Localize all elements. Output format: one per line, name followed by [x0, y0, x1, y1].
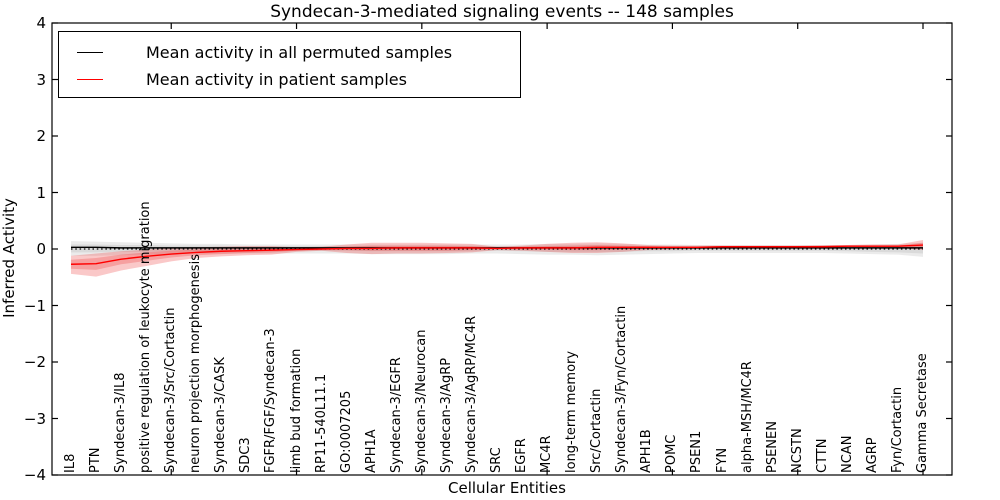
x-category-label: PTN [88, 447, 104, 473]
x-category-label: Fyn/Cortactin [889, 386, 905, 473]
x-category-label: RP11-540L11.1 [313, 373, 329, 473]
y-tick-label: −2 [23, 353, 46, 371]
x-category-label: APH1A [363, 429, 379, 473]
x-category-label: long-term memory [564, 350, 580, 473]
x-category-label: limb bud formation [288, 348, 304, 473]
x-category-label: Src/Cortactin [589, 388, 605, 473]
x-category-label: Syndecan-3/Neurocan [413, 329, 429, 473]
legend-item-patient: Mean activity in patient samples [59, 66, 520, 93]
x-category-label: Syndecan-3/AgRP/MC4R [463, 315, 479, 473]
x-category-label: POMC [664, 434, 680, 473]
y-tick-label: 2 [36, 127, 46, 145]
legend-item-permuted: Mean activity in all permuted samples [59, 39, 520, 66]
x-category-label: AGRP [864, 437, 880, 473]
y-tick-label: −4 [23, 466, 46, 484]
x-category-label: Syndecan-3/AgRP [438, 357, 454, 473]
x-category-label: Syndecan-3/CASK [213, 357, 229, 473]
x-axis-label: Cellular Entities [448, 479, 566, 497]
x-category-label: FYN [714, 447, 730, 473]
y-tick-label: 4 [36, 14, 46, 32]
y-tick-label: 1 [36, 183, 46, 202]
x-category-label: PSEN1 [689, 430, 705, 473]
x-category-label: SDC3 [238, 437, 254, 473]
x-category-label: NCAN [839, 435, 855, 473]
series-1-band-outer [71, 239, 923, 277]
y-tick-label: −3 [23, 409, 46, 428]
legend-line-sample [77, 52, 103, 53]
x-category-label: Syndecan-3/EGFR [388, 357, 404, 473]
x-category-label: MC4R [539, 435, 555, 473]
x-category-label: APH1B [639, 429, 655, 473]
y-tick-label: 3 [36, 70, 46, 89]
legend-label: Mean activity in patient samples [146, 70, 407, 89]
chart-title: Syndecan-3-mediated signaling events -- … [270, 2, 734, 22]
x-category-label: PSENEN [764, 421, 780, 473]
legend-label: Mean activity in all permuted samples [146, 43, 453, 62]
series-1-line [70, 244, 924, 265]
legend: Mean activity in all permuted samples Me… [58, 31, 521, 98]
x-category-label: neuron projection morphogenesis [188, 254, 204, 473]
x-category-label: Gamma Secretase [915, 353, 930, 473]
x-category-label: Syndecan-3/IL8 [113, 372, 129, 473]
x-category-label: NCSTN [789, 428, 805, 473]
x-category-label: SRC [489, 447, 504, 473]
x-category-label: alpha-MSH/MC4R [739, 361, 755, 473]
y-tick-label: −1 [23, 296, 46, 315]
x-category-label: positive regulation of leukocyte migrati… [138, 201, 154, 473]
x-category-label: GO:0007205 [338, 390, 354, 473]
x-category-label: Syndecan-3/Fyn/Cortactin [614, 305, 630, 473]
x-category-label: IL8 [63, 453, 78, 473]
x-category-label: EGFR [514, 438, 530, 473]
legend-line-sample [77, 79, 103, 80]
x-category-label: FGFR/FGF/Syndecan-3 [263, 328, 279, 473]
y-tick-label: 0 [36, 240, 46, 258]
x-category-label: Syndecan-3/Src/Cortactin [163, 307, 179, 473]
x-category-label: CTTN [814, 438, 830, 473]
